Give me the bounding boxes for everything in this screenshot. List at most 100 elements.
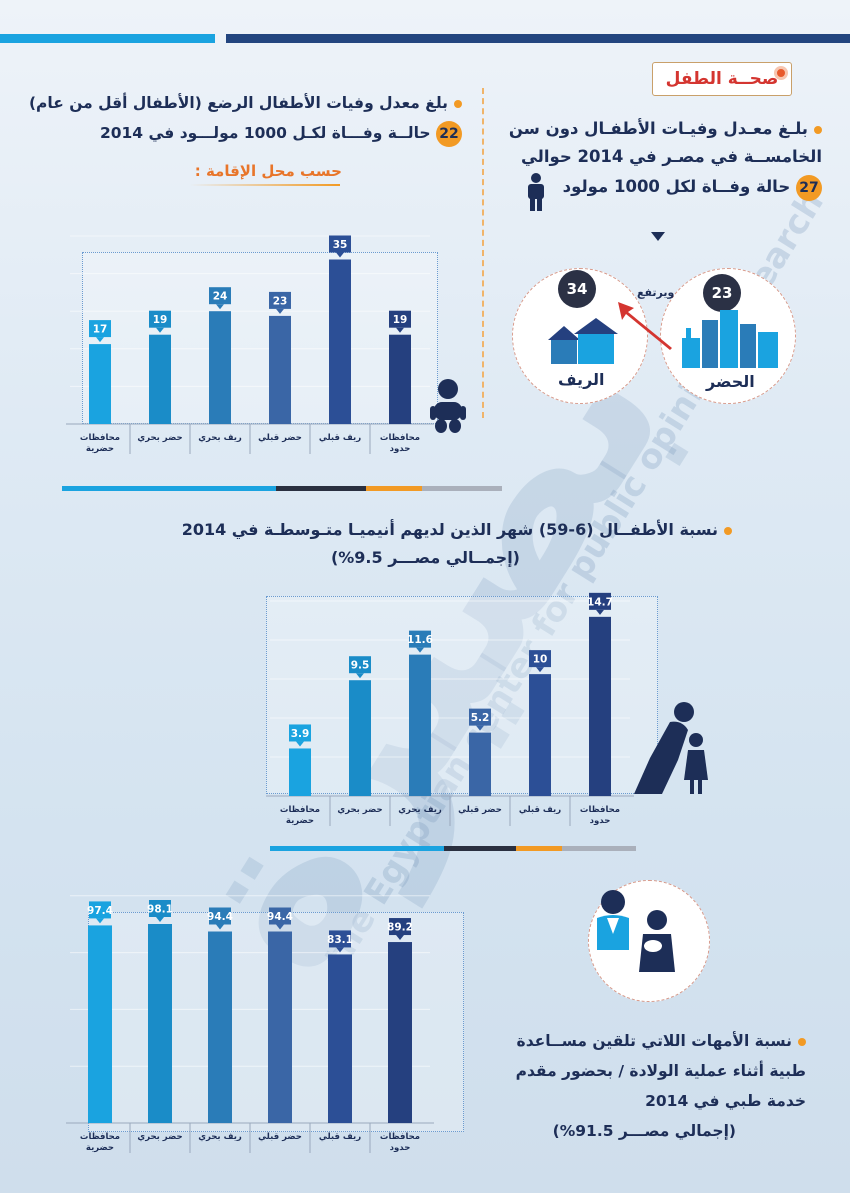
top-accent-bar-dark <box>226 34 850 43</box>
data-label-pointer <box>96 918 104 924</box>
data-label: 89.2 <box>387 922 413 934</box>
bar <box>208 931 232 1123</box>
category-label: محافظات <box>380 1132 420 1142</box>
data-label: 24 <box>213 291 228 303</box>
data-label-pointer <box>536 667 544 673</box>
under5-line-3: 27 حالة وفــاة لكل 1000 مولود <box>452 173 822 201</box>
section-dot-icon <box>774 66 788 80</box>
bar <box>149 334 171 424</box>
bar <box>329 259 351 424</box>
rise-arrow-icon <box>618 302 672 350</box>
mother-child-icon <box>634 702 708 794</box>
bar <box>409 654 431 796</box>
city-buildings-icon <box>682 310 778 368</box>
bar <box>268 931 292 1123</box>
category-label: حدود <box>590 816 611 826</box>
data-label-box <box>389 918 411 936</box>
bar <box>349 680 371 796</box>
data-label-box <box>289 724 311 742</box>
data-label-pointer <box>396 935 404 941</box>
anemia-title: نسبة الأطفــال (6-59) شهر الذين لديهم أن… <box>132 520 732 539</box>
data-label-box <box>349 656 371 674</box>
data-label-pointer <box>416 647 424 653</box>
category-label: محافظات <box>280 805 320 815</box>
data-label: 19 <box>153 314 168 326</box>
data-label: 11.6 <box>407 634 433 646</box>
data-label-box <box>269 291 291 309</box>
urban-value-bubble: 23 <box>703 274 741 312</box>
category-label: حدود <box>390 444 411 454</box>
assistance-line-3: خدمة طبي في 2014 <box>645 1092 806 1110</box>
section-divider-1 <box>62 486 502 491</box>
data-label-box <box>529 650 551 668</box>
bar <box>209 311 231 424</box>
under5-line-2: الخامســة في مصـر في 2014 حوالي <box>520 147 822 166</box>
bar <box>269 315 291 424</box>
under5-line-1: بلـغ معـدل وفيـات الأطفـال دون سن <box>452 115 822 143</box>
data-label-box <box>89 320 111 338</box>
category-label: ريف بحري <box>198 433 242 443</box>
bar <box>529 674 551 796</box>
bullet-icon <box>454 99 462 108</box>
bullet-icon <box>798 1037 806 1046</box>
under5-text: بلـغ معـدل وفيـات الأطفـال دون سن الخامس… <box>452 115 822 201</box>
rural-value-bubble: 34 <box>558 270 596 308</box>
anemia-subtitle: (إجمــالي مصـــر 9.5%) <box>330 548 520 567</box>
bar <box>328 954 352 1123</box>
bar <box>88 925 112 1123</box>
section-title: صحــة الطفل <box>652 62 792 96</box>
bullet-icon <box>724 526 732 535</box>
data-label: 23 <box>273 295 288 307</box>
data-label: 19 <box>393 314 408 326</box>
data-label-pointer <box>156 916 164 922</box>
data-label: 94.4 <box>267 911 293 923</box>
data-label-box <box>209 287 231 305</box>
data-label: 97.4 <box>87 905 113 917</box>
data-label: 3.9 <box>291 728 310 740</box>
data-label-pointer <box>596 609 604 615</box>
assistance-line-2: طبية أثناء عملية الولادة / بحضور مقدم <box>515 1062 806 1080</box>
data-label: 17 <box>93 324 108 336</box>
data-label-pointer <box>336 252 344 258</box>
bar <box>469 732 491 796</box>
bar <box>89 344 111 424</box>
category-label: حضرية <box>286 816 314 826</box>
bullet-icon <box>814 125 822 134</box>
data-label-pointer <box>336 947 344 953</box>
data-label-pointer <box>216 924 224 930</box>
child-figure-icon <box>528 173 544 211</box>
data-label: 9.5 <box>351 660 370 672</box>
category-label: حضر بحري <box>337 805 382 815</box>
bar <box>289 748 311 796</box>
infant-value-badge: 22 <box>436 120 462 147</box>
category-label: حضر بحري <box>137 1132 182 1142</box>
under5-value-badge: 27 <box>796 174 822 201</box>
category-label: حضر قبلي <box>258 433 302 443</box>
category-label: حضر قبلي <box>258 1132 302 1142</box>
category-label: حدود <box>390 1143 411 1153</box>
data-label-pointer <box>216 304 224 310</box>
category-label: حضرية <box>86 1143 114 1153</box>
data-label-pointer <box>356 673 364 679</box>
data-label-pointer <box>156 327 164 333</box>
data-label-pointer <box>476 725 484 731</box>
village-houses-icon <box>548 318 618 364</box>
data-label-pointer <box>396 327 404 333</box>
data-label-box <box>149 310 171 328</box>
section-divider-2 <box>270 846 636 851</box>
category-label: ريف بحري <box>398 805 442 815</box>
section-title-text: صحــة الطفل <box>665 69 779 89</box>
data-label-box <box>389 310 411 328</box>
bar <box>389 334 411 424</box>
bar <box>148 923 172 1123</box>
data-label-box <box>149 899 171 917</box>
infant-line-1: بلغ معدل وفيات الأطفال الرضع (الأطفال أق… <box>22 88 462 118</box>
infant-line-2: 22 حالــة وفـــاة لكـل 1000 مولـــود في … <box>22 118 462 148</box>
category-label: ريف قبلي <box>519 805 561 815</box>
bar <box>589 616 611 796</box>
assistance-line-1: نسبة الأمهات اللاتي تلقين مســاعدة <box>466 1026 806 1056</box>
data-label-box <box>589 592 611 610</box>
data-label: 83.1 <box>327 934 353 946</box>
